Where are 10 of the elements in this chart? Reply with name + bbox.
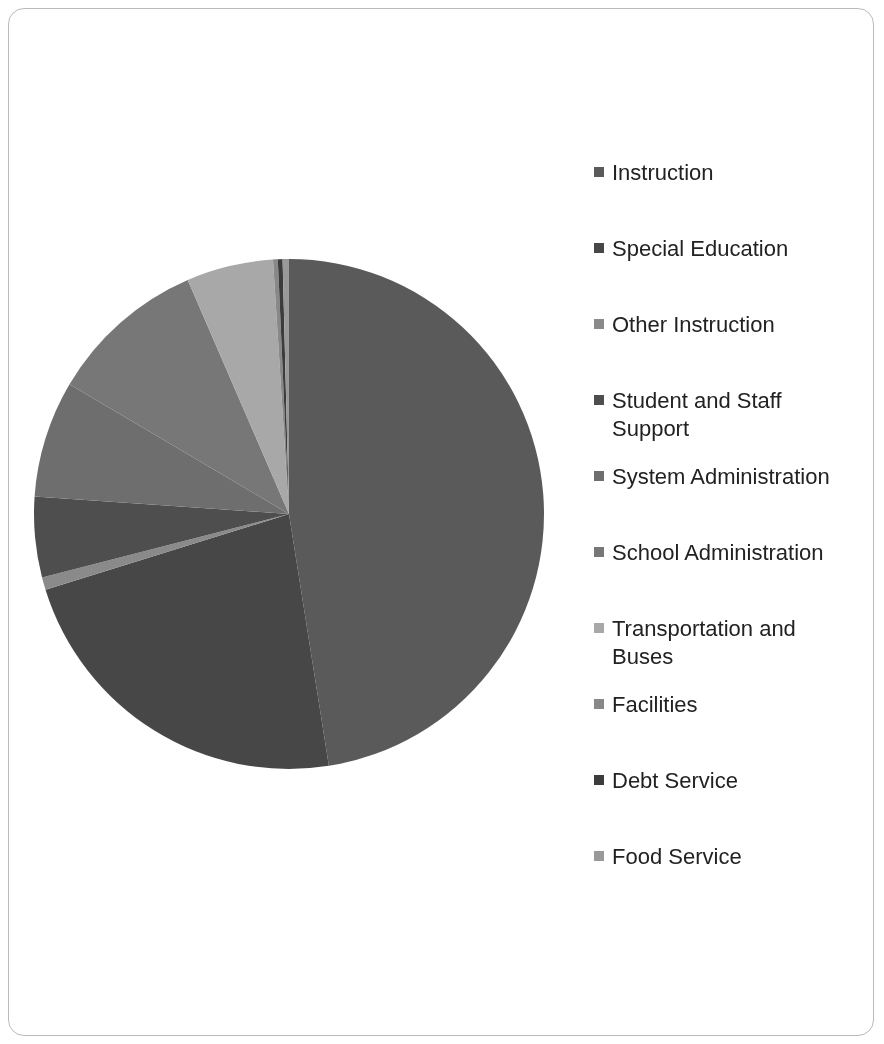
legend-label: Instruction xyxy=(612,159,714,187)
legend-label: Other Instruction xyxy=(612,311,775,339)
legend-label: Debt Service xyxy=(612,767,738,795)
legend-label: Transportation and Buses xyxy=(612,615,797,671)
legend-label: Facilities xyxy=(612,691,698,719)
legend-label: Food Service xyxy=(612,843,742,871)
legend-label: Special Education xyxy=(612,235,789,263)
legend-label: System Administration xyxy=(612,463,830,491)
legend-label: School Administration xyxy=(612,539,824,567)
legend-label: Student and Staff Support xyxy=(612,387,783,443)
